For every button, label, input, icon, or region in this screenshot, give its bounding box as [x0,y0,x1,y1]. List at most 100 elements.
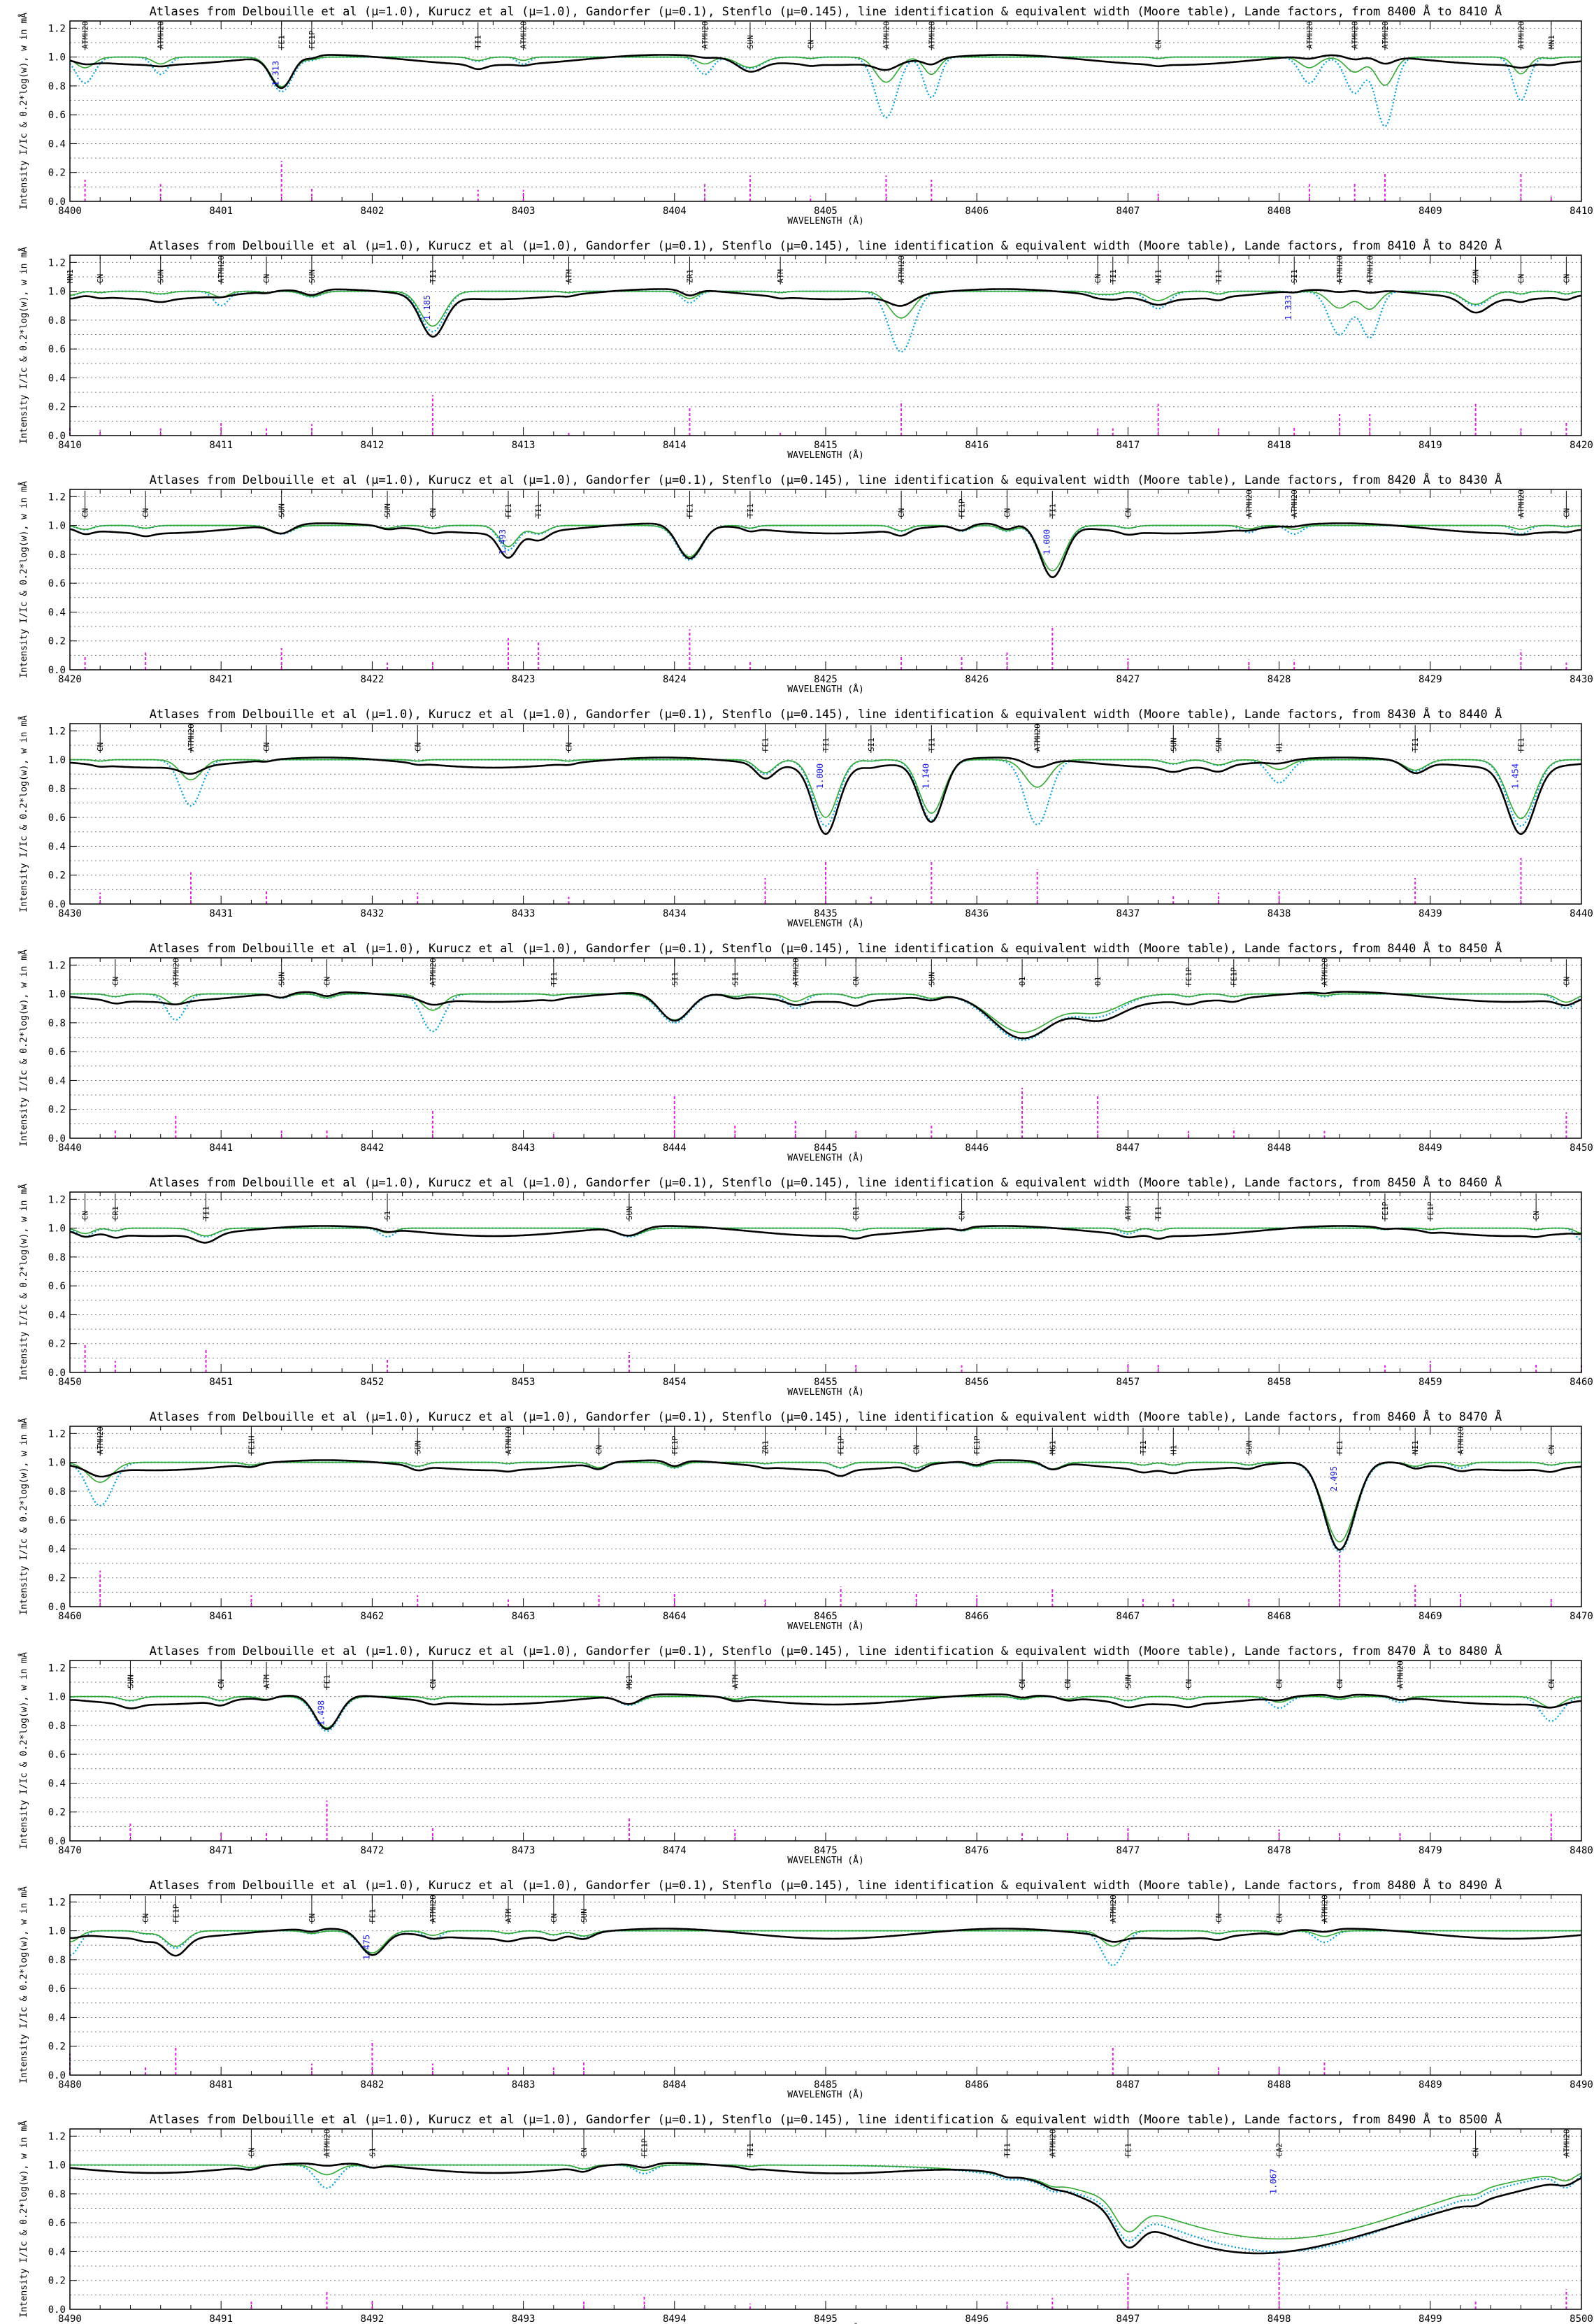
x-tick-label: 8472 [361,1845,385,1856]
line-id-label: SUN [625,1206,634,1220]
line-id-label: CA2 [1275,2143,1284,2157]
y-tick-label: 0.4 [48,1310,66,1321]
x-tick-label: 8478 [1268,1845,1291,1856]
delbouille-spectrum [69,288,1582,338]
x-tick-label: 8450 [1570,1142,1593,1154]
line-id-label: CN [429,508,438,517]
panel-title: Atlases from Delbouille et al (μ=1.0), K… [150,1643,1502,1658]
line-id-label: CN [141,1914,150,1923]
x-tick-label: 8438 [1268,908,1291,919]
line-id-label: CR1 [852,1206,861,1220]
x-tick-label: 8428 [1268,674,1291,685]
x-tick-label: 8492 [361,2314,385,2324]
line-id-label: ATMH2O [1396,1660,1405,1688]
kurucz-spectrum [69,1930,1581,1967]
line-id-label: CN [1517,274,1526,283]
y-tick-label: 0.6 [48,1984,66,1995]
x-tick-label: 8484 [663,2079,687,2090]
panel-frame [69,1191,1582,1373]
kurucz-spectrum [69,1227,1582,1241]
line-id-label: ATM [262,1674,271,1688]
x-tick-label: 8413 [512,440,536,451]
lande-factor-label: 1.493 [498,529,508,554]
line-id-label: ATMH2O [1335,255,1344,283]
y-tick-label: 0.2 [48,1339,66,1350]
y-tick-label: 1.0 [48,1458,66,1469]
y-tick-label: 1.2 [48,257,66,268]
line-id-label: TI1 [429,269,438,283]
x-tick-label: 8406 [965,206,989,217]
line-id-label: ATMH2O [1456,1426,1465,1454]
line-id-label: CN [1547,1679,1556,1688]
x-tick-label: 8442 [361,1142,385,1154]
line-id-label: SUN [1472,269,1481,283]
y-tick-label: 0.4 [48,138,66,150]
x-tick-label: 8456 [965,1377,989,1388]
x-tick-label: 8493 [512,2314,536,2324]
line-id-label: NI1 [1154,269,1163,283]
lande-factor-label: 1.313 [271,61,281,86]
line-id-label: CN [1472,2148,1481,2157]
x-axis-label: WAVELENGTH (Å) [787,2089,864,2100]
line-id-label: S1 [368,2148,377,2157]
line-id-label: CN [81,1211,90,1220]
x-tick-label: 8498 [1268,2314,1291,2324]
x-axis-label: WAVELENGTH (Å) [787,450,864,461]
x-axis-label: WAVELENGTH (Å) [787,918,864,929]
line-id-label: CN [1562,274,1571,283]
x-tick-label: 8420 [58,674,82,685]
y-tick-label: 0.2 [48,1105,66,1116]
panel-8430-8440: Atlases from Delbouille et al (μ=1.0), K… [18,706,1593,929]
line-id-label: TI1 [1048,503,1057,517]
x-tick-label: 8400 [58,206,82,217]
line-id-label: CN [217,1679,226,1688]
x-tick-label: 8490 [58,2314,82,2324]
x-tick-label: 8422 [361,674,385,685]
x-tick-label: 8465 [814,1611,838,1622]
y-tick-label: 1.2 [48,1663,66,1674]
panel-8450-8460: Atlases from Delbouille et al (μ=1.0), K… [18,1175,1593,1398]
y-tick-label: 0.0 [48,2304,66,2316]
line-id-label: TI1 [1154,1206,1163,1220]
x-tick-label: 8408 [1268,206,1291,217]
y-tick-label: 1.2 [48,23,66,34]
y-tick-label: 0.0 [48,1368,66,1379]
x-tick-label: 8477 [1116,1845,1140,1856]
line-id-label: CN [247,2148,256,2157]
line-id-label: CN [1275,1914,1284,1923]
kurucz-spectrum [70,759,1581,827]
x-tick-label: 8435 [814,908,838,919]
x-tick-label: 8486 [965,2079,989,2090]
line-id-label: FE1P [1381,1201,1390,1220]
y-tick-label: 1.0 [48,287,66,298]
line-id-label: CN [897,508,906,517]
x-tick-label: 8417 [1116,440,1140,451]
line-id-label: SUN [383,503,392,517]
delbouille-spectrum [69,1693,1582,1730]
panel-8490-8500: Atlases from Delbouille et al (μ=1.0), K… [18,2111,1593,2324]
panel-frame [69,489,1582,670]
line-id-label: ATMH2O [217,255,226,283]
x-tick-label: 8445 [814,1142,838,1154]
panel-title: Atlases from Delbouille et al (μ=1.0), K… [150,2111,1502,2127]
line-id-label: ATMH2O [1517,21,1526,49]
x-tick-label: 8419 [1419,440,1442,451]
x-tick-label: 8430 [1570,674,1593,685]
y-tick-label: 0.0 [48,196,66,208]
y-axis-label: Intensity I/Ic & 0.2*log(w), w in mÅ [18,247,29,444]
line-id-label: CN [580,2148,589,2157]
y-tick-label: 0.0 [48,431,66,442]
x-tick-label: 8440 [1570,908,1593,919]
line-id-label: TI1 [1214,269,1223,283]
x-tick-label: 8405 [814,206,838,217]
line-id-label: SUN [126,1674,135,1688]
x-tick-label: 8403 [512,206,536,217]
x-tick-label: 8443 [512,1142,536,1154]
y-tick-label: 0.4 [48,607,66,618]
y-tick-label: 0.8 [48,550,66,561]
line-id-label: FE1P [308,30,317,49]
x-tick-label: 8446 [965,1142,989,1154]
x-tick-label: 8483 [512,2079,536,2090]
y-tick-label: 0.6 [48,1281,66,1292]
x-tick-label: 8412 [361,440,385,451]
